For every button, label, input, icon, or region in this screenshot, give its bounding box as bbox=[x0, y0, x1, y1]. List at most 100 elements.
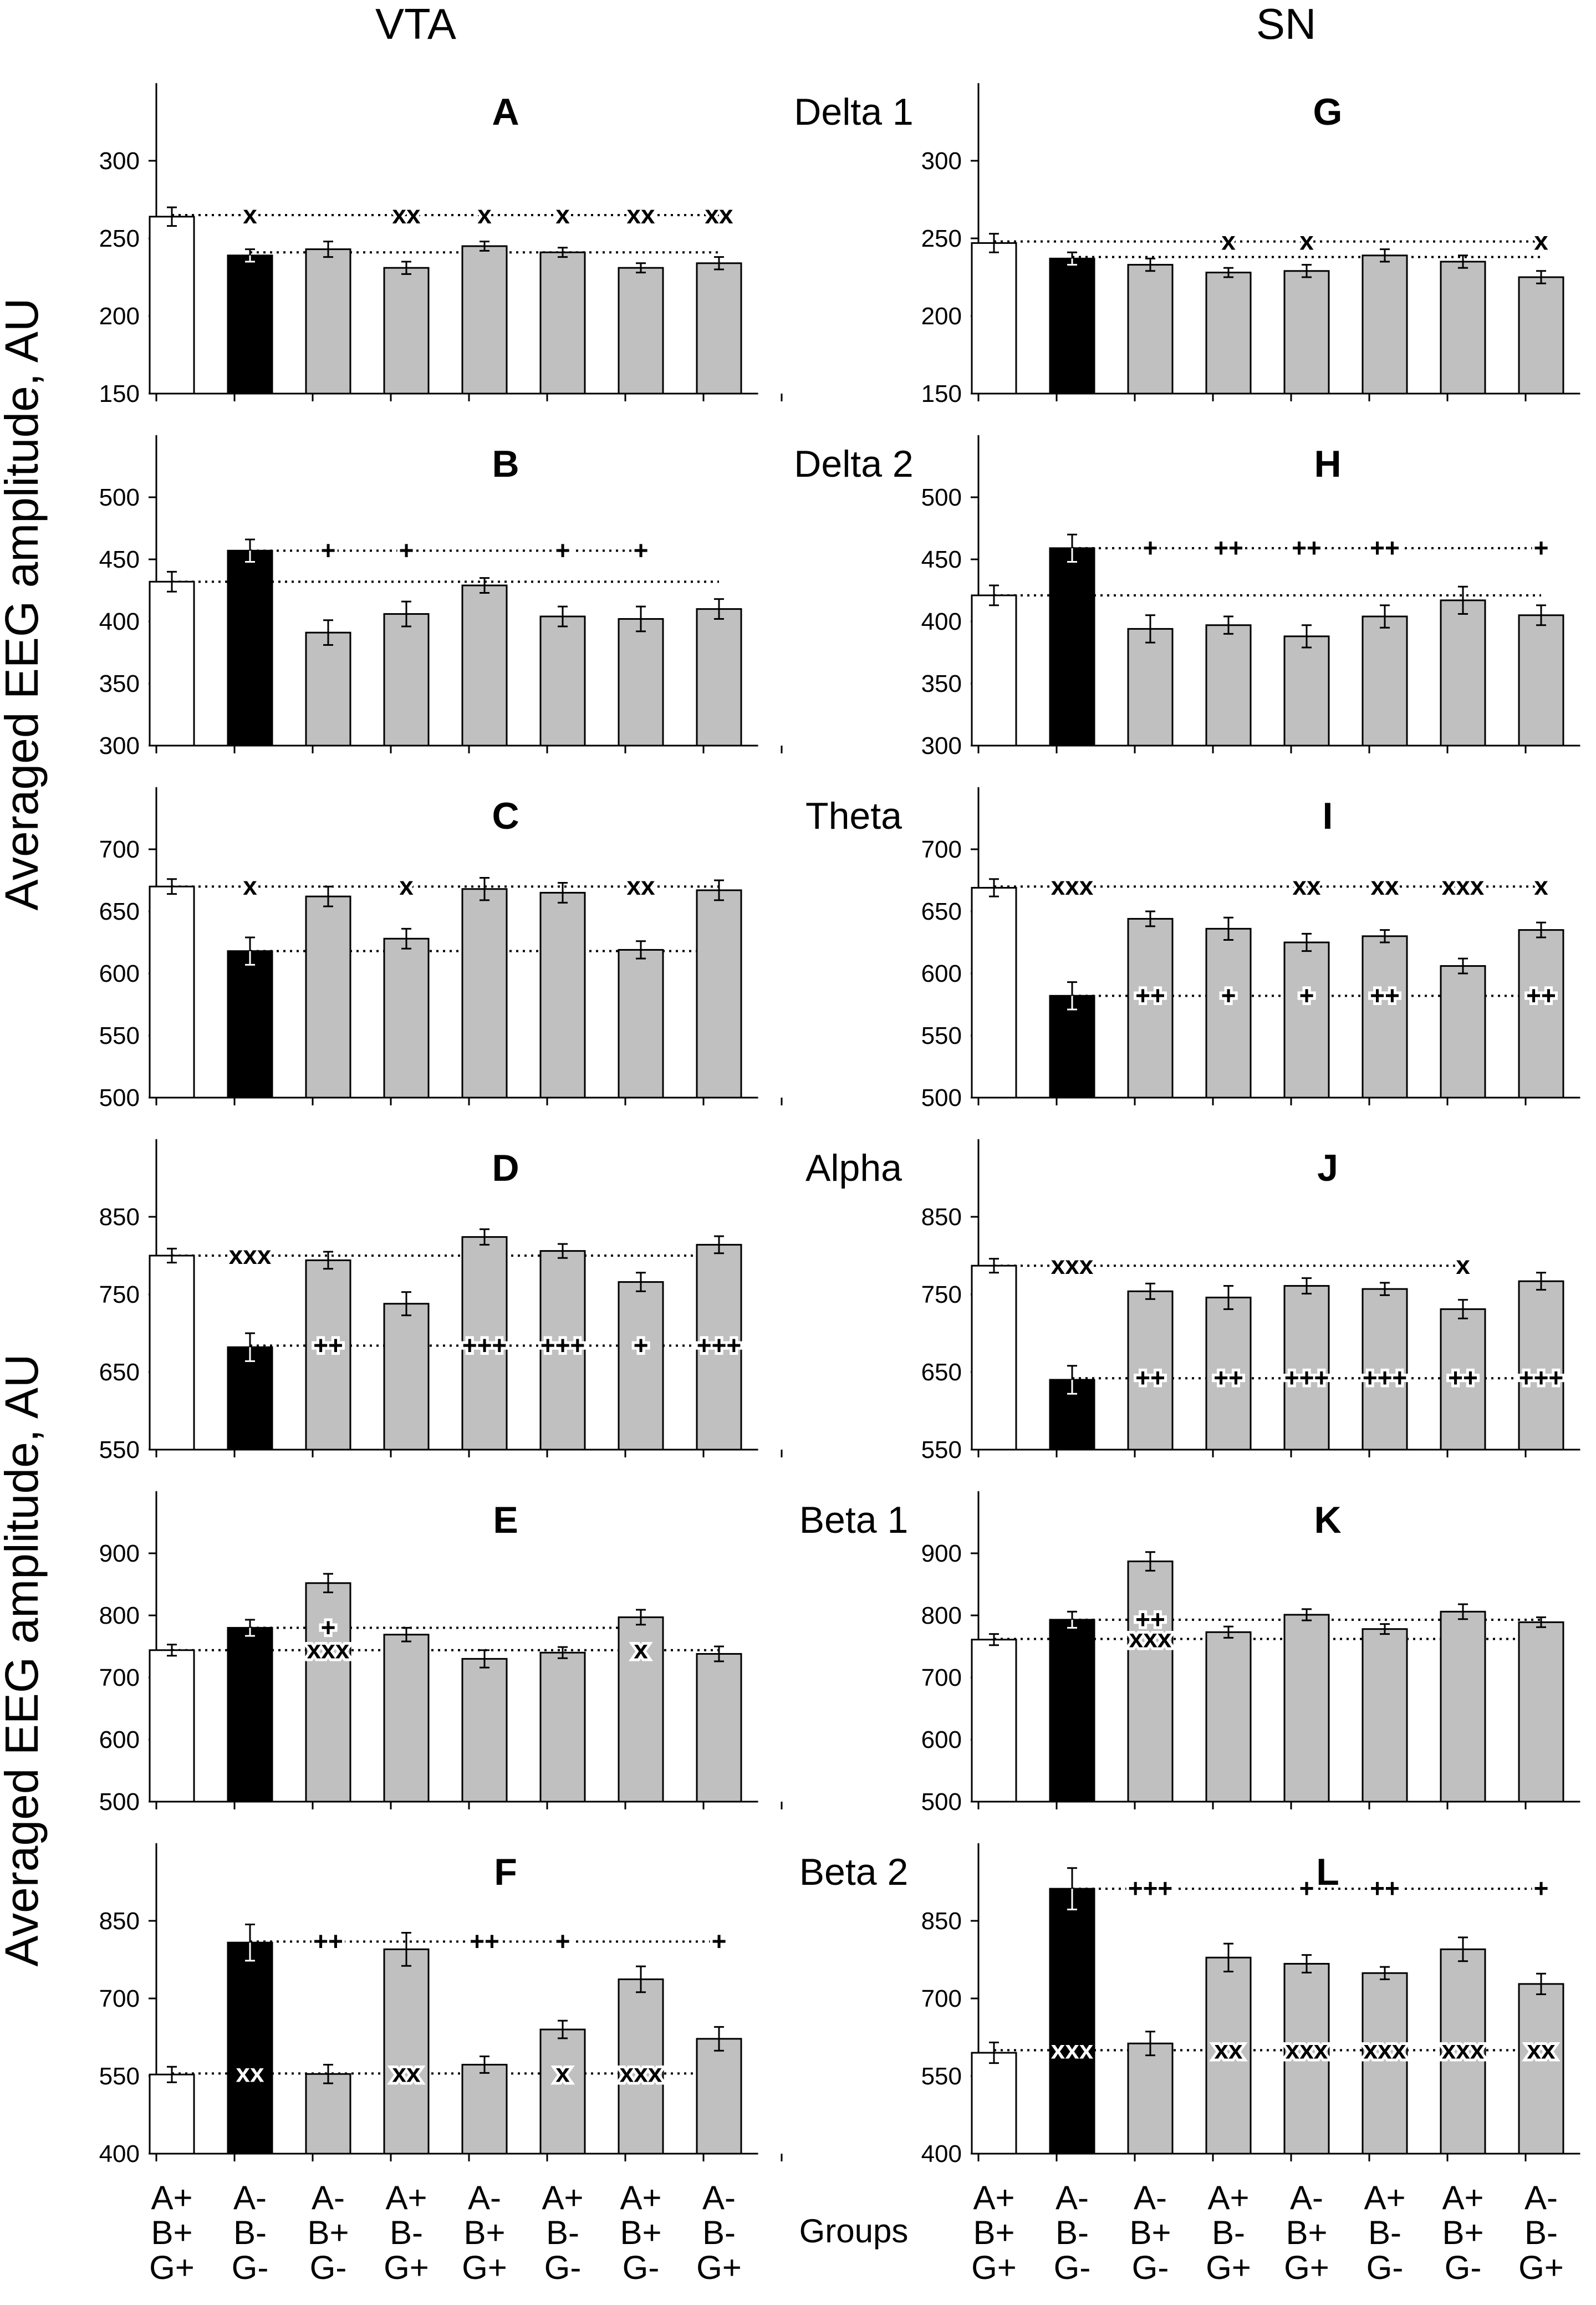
group-label: B- bbox=[1212, 2214, 1245, 2251]
significance-mark: +++ bbox=[1363, 1363, 1408, 1392]
group-label: G+ bbox=[971, 2249, 1017, 2286]
bar bbox=[461, 245, 508, 395]
y-tick-label: 700 bbox=[921, 1664, 962, 1691]
significance-mark: +++ bbox=[1519, 1363, 1564, 1392]
panel-letter: E bbox=[493, 1499, 518, 1541]
bar bbox=[305, 2073, 351, 2155]
bar bbox=[227, 1626, 273, 1803]
y-tick-label: 650 bbox=[99, 898, 140, 925]
y-tick-label: 500 bbox=[921, 1788, 962, 1816]
y-tick-label: 550 bbox=[99, 1022, 140, 1049]
bar bbox=[149, 2073, 195, 2155]
significance-mark: + bbox=[1221, 981, 1236, 1009]
group-label: B+ bbox=[307, 2214, 349, 2251]
y-tick-label: 700 bbox=[99, 1664, 140, 1691]
bar bbox=[539, 2028, 586, 2155]
y-tick-label: 300 bbox=[921, 147, 962, 175]
panel-letter: L bbox=[1316, 1851, 1339, 1893]
bar bbox=[1127, 264, 1174, 395]
y-tick-label: 400 bbox=[921, 2140, 962, 2168]
bar bbox=[1440, 1948, 1486, 2155]
group-label: B- bbox=[1524, 2214, 1558, 2251]
bar bbox=[227, 549, 273, 747]
group-label: G- bbox=[544, 2249, 582, 2286]
y-tick-label: 850 bbox=[921, 1908, 962, 1935]
group-label: B+ bbox=[1442, 2214, 1483, 2251]
significance-mark: ++ bbox=[1213, 533, 1243, 562]
panel-letter: I bbox=[1323, 795, 1333, 837]
y-tick-label: 550 bbox=[99, 1436, 140, 1463]
bar bbox=[1127, 1290, 1174, 1451]
significance-mark: xx bbox=[1292, 871, 1321, 900]
significance-mark: + bbox=[555, 1926, 570, 1955]
bar bbox=[149, 1649, 195, 1803]
y-axis-label-top: Averaged EEG amplitude, AU bbox=[0, 298, 48, 910]
significance-mark: +++ bbox=[697, 1330, 742, 1359]
bar bbox=[383, 937, 430, 1099]
bar bbox=[383, 267, 430, 395]
panel-k: 500 600 700 800 900 ++xxx K bbox=[921, 1491, 1580, 1816]
group-label: G- bbox=[1054, 2249, 1091, 2286]
bar bbox=[149, 1255, 195, 1451]
bar bbox=[1283, 635, 1330, 747]
significance-mark: + bbox=[1299, 1874, 1314, 1903]
bar bbox=[149, 580, 195, 747]
bar bbox=[1049, 1888, 1095, 2155]
panel-letter: H bbox=[1314, 443, 1341, 485]
significance-mark: ++ bbox=[1370, 533, 1400, 562]
significance-mark: x bbox=[243, 871, 257, 900]
significance-mark: xxx bbox=[1364, 2035, 1406, 2064]
band-label: Beta 1 bbox=[799, 1499, 909, 1541]
panel-letter: D bbox=[492, 1147, 519, 1189]
bar bbox=[305, 1582, 351, 1803]
significance-mark: xxx bbox=[1051, 2035, 1094, 2064]
bar bbox=[1205, 1297, 1252, 1451]
bar bbox=[971, 2052, 1017, 2155]
y-tick-label: 500 bbox=[99, 484, 140, 511]
y-tick-label: 450 bbox=[99, 546, 140, 573]
significance-mark: ++ bbox=[1135, 981, 1165, 1009]
bar bbox=[696, 889, 742, 1099]
bar bbox=[1283, 1962, 1330, 2155]
group-label: A- bbox=[1290, 2179, 1323, 2216]
significance-mark: xx bbox=[236, 2058, 264, 2087]
group-label: B- bbox=[233, 2214, 267, 2251]
y-tick-label: 200 bbox=[99, 303, 140, 330]
significance-mark: xx bbox=[392, 2058, 421, 2087]
y-tick-label: 650 bbox=[921, 898, 962, 925]
significance-mark: x bbox=[1534, 871, 1548, 900]
bar bbox=[696, 2038, 742, 2155]
significance-mark: + bbox=[321, 536, 336, 564]
bar bbox=[971, 242, 1017, 395]
y-axis-label-bottom: Averaged EEG amplitude, AU bbox=[0, 1354, 48, 1966]
group-label: A+ bbox=[151, 2179, 192, 2216]
significance-mark: x bbox=[1221, 227, 1236, 256]
significance-mark: xxx bbox=[1051, 1251, 1094, 1279]
bar bbox=[227, 950, 273, 1099]
bar bbox=[1518, 614, 1564, 747]
significance-mark: x bbox=[477, 200, 492, 229]
y-tick-label: 350 bbox=[99, 670, 140, 697]
y-tick-label: 900 bbox=[921, 1540, 962, 1567]
significance-mark: ++ bbox=[1135, 1363, 1165, 1392]
significance-mark: xxx bbox=[1442, 2035, 1485, 2064]
significance-mark: xx bbox=[626, 871, 655, 900]
y-tick-label: 600 bbox=[921, 1726, 962, 1753]
panel-letter: K bbox=[1314, 1499, 1341, 1541]
group-label: G+ bbox=[384, 2249, 429, 2286]
bar bbox=[1440, 1308, 1486, 1451]
significance-mark: x bbox=[243, 200, 257, 229]
bar bbox=[539, 891, 586, 1099]
significance-mark: +++ bbox=[1284, 1363, 1329, 1392]
bar bbox=[1127, 1561, 1174, 1803]
significance-mark: xxx bbox=[1442, 871, 1485, 900]
significance-mark: + bbox=[634, 1330, 649, 1359]
bar bbox=[971, 1264, 1017, 1451]
significance-mark: xx bbox=[1527, 2035, 1556, 2064]
group-label: A- bbox=[1055, 2179, 1089, 2216]
significance-mark: ++ bbox=[470, 1926, 499, 1955]
bar bbox=[539, 1651, 586, 1803]
y-tick-label: 350 bbox=[921, 670, 962, 697]
